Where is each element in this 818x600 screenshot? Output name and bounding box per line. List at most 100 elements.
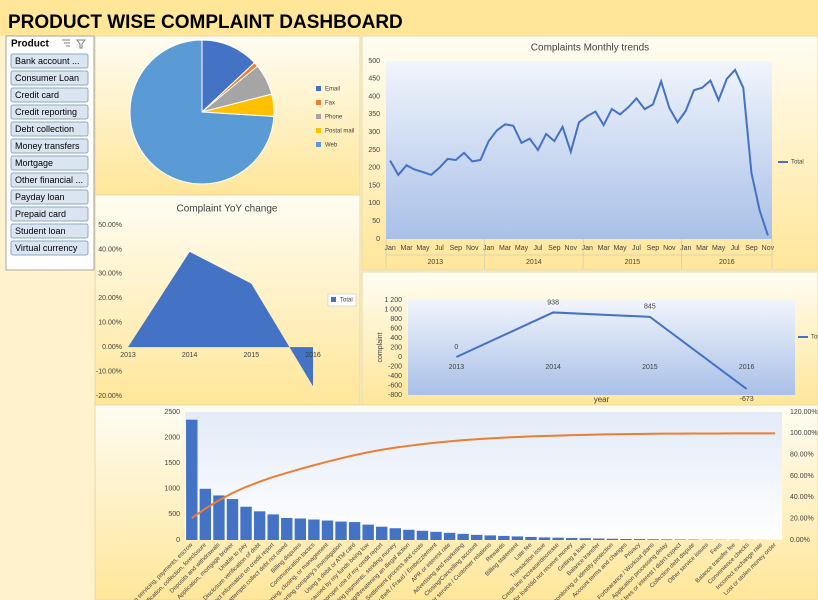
- y-tick-label: 350: [368, 111, 380, 118]
- y-tick-label: 500: [368, 58, 380, 65]
- y-tick-label: 20.00%: [98, 295, 122, 302]
- slicer-item[interactable]: Virtual currency: [15, 243, 78, 253]
- slicer-item[interactable]: Bank account ...: [15, 56, 80, 66]
- y-tick-label: 50.00%: [98, 222, 122, 229]
- y-tick-label: 120.00%: [790, 409, 818, 416]
- data-label: 845: [644, 304, 656, 311]
- bar: [457, 533, 469, 540]
- y-tick-label: 300: [368, 129, 380, 136]
- legend-label: Web: [325, 143, 338, 149]
- y-tick-label: 200: [368, 165, 380, 172]
- slicer-item[interactable]: Student loan: [15, 226, 66, 236]
- slicer-button[interactable]: [10, 172, 89, 188]
- y-tick-label: 600: [390, 325, 402, 332]
- y-tick-label: 200: [390, 344, 402, 351]
- bar: [674, 539, 686, 540]
- y-tick-label: -200: [388, 363, 402, 370]
- slicer-button[interactable]: [10, 206, 89, 222]
- x-tick-label: 2015: [642, 364, 658, 371]
- bar: [253, 511, 266, 540]
- y-tick-label: 400: [368, 93, 380, 100]
- bar: [606, 538, 619, 540]
- bar: [335, 521, 347, 540]
- x-tick-label: Mar: [401, 245, 414, 252]
- y-tick-label: 150: [368, 182, 380, 189]
- y-tick-label: -400: [388, 373, 402, 380]
- y-tick-label: 40.00%: [790, 494, 814, 501]
- legend-label: Fax: [325, 101, 335, 107]
- x-group-label: 2014: [526, 259, 542, 266]
- slicer-item[interactable]: Other financial ...: [15, 175, 83, 185]
- x-tick-label: May: [613, 245, 627, 252]
- y-tick-label: 100.00%: [790, 430, 818, 437]
- y-tick-label: -20.00%: [96, 393, 122, 400]
- slicer-item[interactable]: Money transfers: [15, 141, 80, 151]
- x-tick-label: 2016: [739, 364, 755, 371]
- bar: [416, 530, 429, 540]
- x-tick-label: Sep: [745, 245, 758, 252]
- slicer-item[interactable]: Consumer Loan: [15, 73, 79, 83]
- bar: [267, 514, 279, 540]
- data-label: 938: [547, 299, 559, 306]
- bar: [552, 537, 564, 540]
- chart-title: Complaints Monthly trends: [531, 43, 649, 54]
- y-tick-label: 60.00%: [790, 473, 814, 480]
- slicer-button[interactable]: [10, 155, 89, 171]
- y-tick-label: 10.00%: [98, 320, 122, 327]
- chart-title: Complaint YoY change: [176, 204, 277, 215]
- slicer-item[interactable]: Credit card: [15, 90, 59, 100]
- x-tick-label: Jan: [384, 245, 395, 252]
- slicer-button[interactable]: [10, 240, 89, 256]
- x-tick-label: 2016: [305, 352, 321, 359]
- y-tick-label: 0: [176, 537, 180, 544]
- bar: [213, 495, 225, 540]
- x-tick-label: Mar: [598, 245, 611, 252]
- slicer-button[interactable]: [10, 53, 89, 69]
- bar: [308, 519, 320, 540]
- x-tick-label: Nov: [762, 245, 775, 252]
- y-tick-label: 80.00%: [790, 452, 814, 459]
- slicer-button[interactable]: [10, 70, 89, 86]
- slicer-button[interactable]: [10, 189, 89, 205]
- legend-swatch: [316, 100, 321, 105]
- y-tick-label: 0: [376, 236, 380, 243]
- y-tick-label: 450: [368, 76, 380, 83]
- slicer-button[interactable]: [10, 104, 89, 120]
- x-tick-label: Nov: [565, 245, 578, 252]
- y-tick-label: 40.00%: [98, 246, 122, 253]
- slicer-item[interactable]: Debt collection: [15, 124, 74, 134]
- legend-label: Total: [340, 298, 353, 304]
- slicer-button[interactable]: [10, 87, 89, 103]
- x-tick-label: Nov: [663, 245, 676, 252]
- pie-slice: [201, 39, 256, 114]
- legend-label: Total: [791, 160, 804, 166]
- bar: [321, 520, 334, 540]
- y-tick-label: 400: [390, 335, 402, 342]
- bar: [281, 517, 293, 540]
- bar: [443, 532, 456, 540]
- pie-slice: [129, 39, 275, 185]
- slicer-button[interactable]: [10, 121, 89, 137]
- y-tick-label: 1 000: [384, 306, 402, 313]
- bar: [633, 539, 646, 540]
- plot-area: [386, 61, 772, 239]
- slicer-item[interactable]: Payday loan: [15, 192, 65, 202]
- y-tick-label: 50: [372, 218, 380, 225]
- line: [389, 68, 769, 236]
- slicer-item[interactable]: Credit reporting: [15, 107, 77, 117]
- bar: [348, 522, 361, 540]
- slicer-item[interactable]: Prepaid card: [15, 209, 66, 219]
- legend-label: Phone: [325, 115, 343, 121]
- bar: [430, 531, 442, 540]
- plot-area: [408, 300, 795, 395]
- bar: [471, 534, 483, 540]
- bar: [579, 538, 591, 540]
- x-group-label: 2015: [625, 259, 641, 266]
- x-group-label: 2016: [719, 259, 735, 266]
- title-bar: [0, 0, 818, 36]
- bar: [362, 524, 374, 540]
- slicer-button[interactable]: [10, 138, 89, 154]
- x-tick-label: 2013: [120, 352, 136, 359]
- slicer-button[interactable]: [10, 223, 89, 239]
- slicer-item[interactable]: Mortgage: [15, 158, 53, 168]
